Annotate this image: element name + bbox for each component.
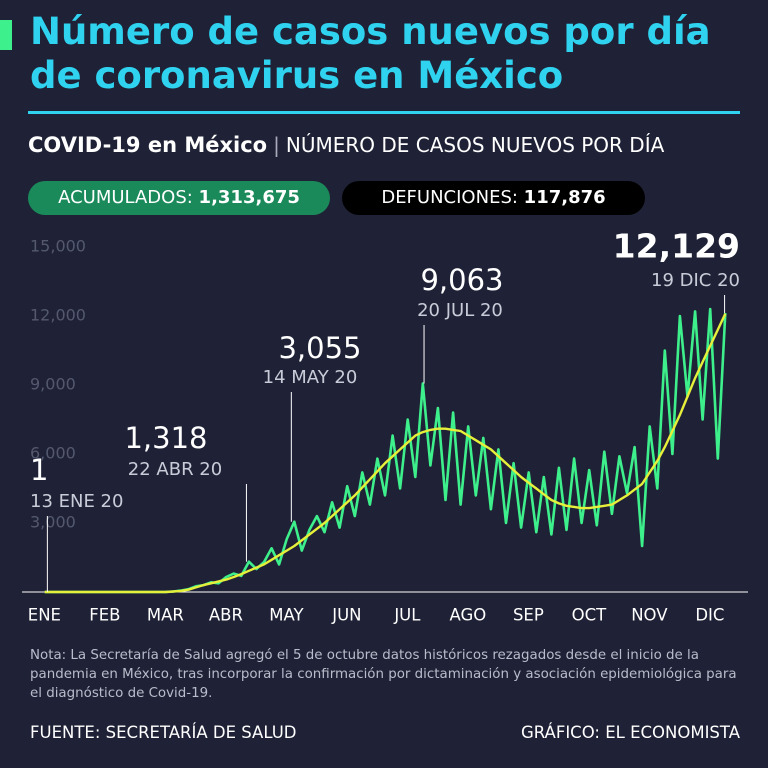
x-tick-label: NOV — [631, 606, 668, 625]
title: Número de casos nuevos por día de corona… — [30, 10, 711, 97]
annotation-date: 22 ABR 20 — [128, 459, 222, 480]
subtitle: COVID-19 en México — [28, 133, 268, 157]
title-rule — [28, 111, 740, 114]
y-tick-label: 15,000 — [30, 237, 86, 256]
x-tick-label: OCT — [572, 606, 608, 625]
y-tick-label: 12,000 — [30, 306, 86, 325]
y-tick-label: 3,000 — [30, 513, 76, 532]
badge: ACUMULADOS: 1,313,675 — [28, 181, 330, 215]
x-tick-label: MAY — [269, 606, 304, 625]
annotation-value: 9,063 — [420, 263, 503, 297]
badge-value: 117,876 — [523, 187, 606, 208]
separator: | — [273, 133, 280, 157]
badge-value: 1,313,675 — [198, 187, 300, 208]
x-tick-label: ENE — [28, 606, 61, 625]
accent-bar — [0, 20, 12, 50]
annotation-value: 3,055 — [278, 331, 361, 365]
annotation-date: 19 DIC 20 — [651, 270, 740, 291]
x-tick-label: AGO — [449, 606, 486, 625]
x-tick-label: FEB — [89, 606, 120, 625]
annotation-date: 14 MAY 20 — [263, 367, 358, 388]
y-tick-label: 9,000 — [30, 375, 76, 394]
annotation-date: 20 JUL 20 — [417, 300, 503, 321]
annotation-value: 12,129 — [613, 227, 740, 266]
x-tick-label: JUL — [393, 606, 421, 625]
annotation-date: 13 ENE 20 — [30, 491, 123, 512]
source: FUENTE: SECRETARÍA DE SALUD — [30, 723, 297, 742]
badge-label: ACUMULADOS: — [58, 187, 193, 208]
x-tick-label: MAR — [147, 606, 184, 625]
credit: GRÁFICO: EL ECONOMISTA — [520, 723, 740, 742]
badge: DEFUNCIONES: 117,876 — [342, 181, 645, 215]
subtitle-row: COVID-19 en México | NÚMERO DE CASOS NUEVO… — [28, 133, 748, 157]
annotation-value: 1,318 — [124, 421, 207, 455]
x-tick-label: JUN — [331, 606, 361, 625]
annotation-value: 1 — [30, 453, 48, 487]
y-tick-label: 6,000 — [30, 444, 76, 463]
x-tick-label: DIC — [695, 606, 724, 625]
trend-line — [44, 313, 727, 594]
note: Nota: La Secretaría de Salud agregó el 5… — [30, 648, 737, 701]
x-tick-label: SEP — [513, 606, 544, 625]
subtitle-detail: NÚMERO DE CASOS NUEVOS POR DÍA — [285, 133, 665, 157]
x-tick-label: ABR — [209, 606, 243, 625]
badge-label: DEFUNCIONES: — [381, 187, 518, 208]
